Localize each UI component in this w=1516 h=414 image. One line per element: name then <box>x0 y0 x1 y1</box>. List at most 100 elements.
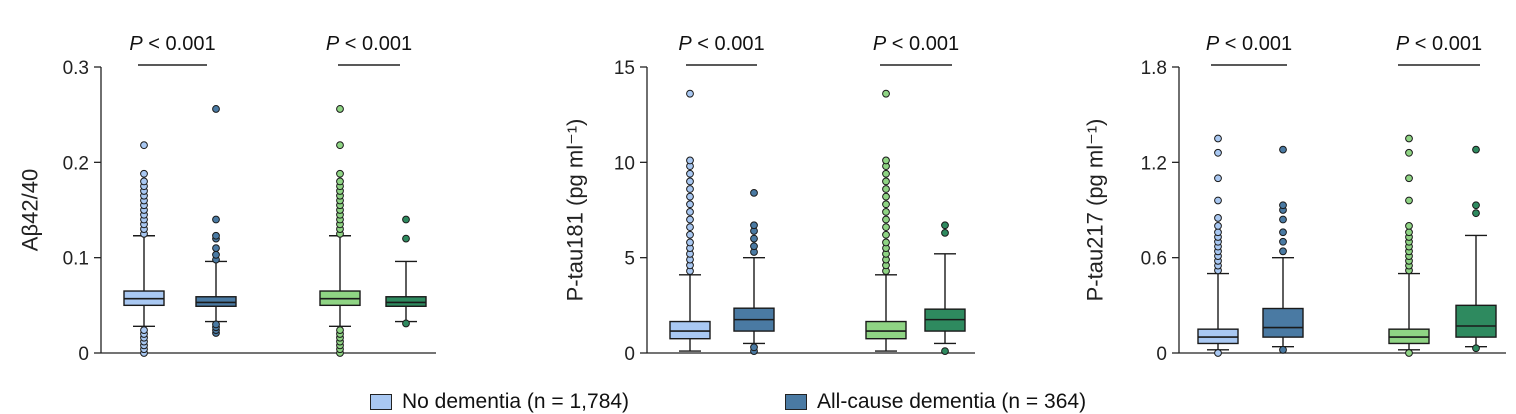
outlier-point <box>1279 345 1287 354</box>
box-4 <box>924 221 966 355</box>
outlier-point <box>686 238 694 247</box>
outlier-point <box>686 156 694 165</box>
p-value-label: P < 0.001 <box>1396 33 1482 55</box>
outlier-point <box>1214 214 1222 222</box>
outlier-point <box>686 215 694 224</box>
outlier-point <box>882 215 890 224</box>
outlier-point <box>1214 228 1222 237</box>
box-4 <box>385 215 427 328</box>
y-tick-label: 0 <box>1156 344 1167 365</box>
outlier-point <box>1279 228 1287 237</box>
outlier-point <box>882 223 890 232</box>
outlier-point <box>1214 221 1222 230</box>
iqr-box <box>1455 304 1497 338</box>
outlier-point <box>882 238 890 247</box>
outlier-point <box>750 234 758 243</box>
outlier-point <box>1472 145 1480 154</box>
iqr-box <box>195 296 237 307</box>
outlier-point <box>402 234 410 243</box>
y-axis-label: P-tau181 (pg ml⁻¹) <box>563 119 588 302</box>
outlier-point <box>941 228 949 237</box>
outlier-point <box>1214 174 1222 183</box>
outlier-point <box>941 347 949 355</box>
y-axis-label: P-tau217 (pg ml⁻¹) <box>1083 119 1108 302</box>
box-2 <box>1262 145 1304 354</box>
outlier-point <box>336 105 344 113</box>
box-2 <box>733 188 775 355</box>
y-tick-label: 0.6 <box>1141 249 1167 270</box>
outlier-point <box>1279 237 1287 246</box>
iqr-box <box>385 296 427 307</box>
outlier-point <box>212 250 220 259</box>
box-4 <box>1455 145 1497 353</box>
outlier-point <box>686 208 694 216</box>
outlier-point <box>1472 209 1480 218</box>
outlier-point <box>882 89 890 98</box>
outlier-point <box>212 244 220 253</box>
outlier-point <box>686 192 694 201</box>
outlier-point <box>882 208 890 216</box>
outlier-point <box>1214 134 1222 143</box>
outlier-point <box>1405 221 1413 230</box>
y-tick-label: 0.3 <box>63 58 89 79</box>
outlier-point <box>686 177 694 186</box>
p-value-label: P < 0.001 <box>326 33 412 55</box>
box-2 <box>195 105 237 337</box>
outlier-point <box>212 105 220 113</box>
outlier-point <box>882 169 890 178</box>
outlier-point <box>1279 145 1287 154</box>
p-value-label: P < 0.001 <box>873 33 959 55</box>
outlier-point <box>1405 174 1413 183</box>
outlier-point <box>140 326 148 335</box>
outlier-point <box>336 326 344 335</box>
iqr-box <box>1262 307 1304 338</box>
y-tick-label: 0.2 <box>63 153 89 174</box>
outlier-point <box>1405 196 1413 205</box>
y-tick-label: 0.1 <box>63 249 89 270</box>
box-1 <box>123 141 165 357</box>
p-value-label: P < 0.001 <box>1206 33 1292 55</box>
y-tick-label: 10 <box>614 153 635 174</box>
y-tick-label: 5 <box>624 249 635 270</box>
outlier-point <box>750 221 758 230</box>
y-tick-label: 0 <box>624 344 635 365</box>
outlier-point <box>750 188 758 197</box>
legend-swatch-no-dementia <box>370 394 392 410</box>
outlier-point <box>1472 344 1480 353</box>
outlier-point <box>686 185 694 193</box>
y-tick-label: 0 <box>78 344 89 365</box>
box-3 <box>865 89 907 352</box>
outlier-point <box>336 169 344 178</box>
outlier-point <box>1405 349 1413 357</box>
p-value-label: P < 0.001 <box>678 33 764 55</box>
box-1 <box>1197 134 1239 357</box>
outlier-point <box>336 141 344 150</box>
outlier-point <box>212 320 220 329</box>
outlier-point <box>1405 134 1413 143</box>
y-tick-label: 1.8 <box>1141 58 1167 79</box>
legend-label-no-dementia: No dementia (n = 1,784) <box>402 390 630 413</box>
outlier-point <box>1214 349 1222 357</box>
iqr-box <box>865 320 907 340</box>
y-tick-label: 1.2 <box>1141 153 1167 174</box>
figure: 0 0.1 0.2 0.3 Aβ42/40 P < 0.001 P < 0.001 0 5 10 1… <box>18 33 1506 365</box>
outlier-point <box>686 230 694 239</box>
box-1 <box>669 89 711 352</box>
panel-3: 0 0.6 1.2 1.8 P-tau217 (pg ml⁻¹) P < 0.001 P <… <box>1083 33 1506 365</box>
p-value-label: P < 0.001 <box>129 33 215 55</box>
outlier-point <box>1279 215 1287 224</box>
outlier-point <box>402 215 410 224</box>
outlier-point <box>336 177 344 186</box>
outlier-point <box>140 141 148 150</box>
outlier-point <box>1214 148 1222 157</box>
outlier-point <box>1472 201 1480 210</box>
legend-label-all-cause-dementia: All-cause dementia (n = 364) <box>817 390 1087 413</box>
outlier-point <box>882 185 890 193</box>
box-3 <box>319 105 361 357</box>
outlier-point <box>140 169 148 178</box>
legend-swatch-all-cause-dementia <box>785 394 807 410</box>
outlier-point <box>1214 196 1222 205</box>
outlier-point <box>1279 247 1287 256</box>
y-axis-label: Aβ42/40 <box>18 169 43 251</box>
outlier-point <box>402 319 410 328</box>
